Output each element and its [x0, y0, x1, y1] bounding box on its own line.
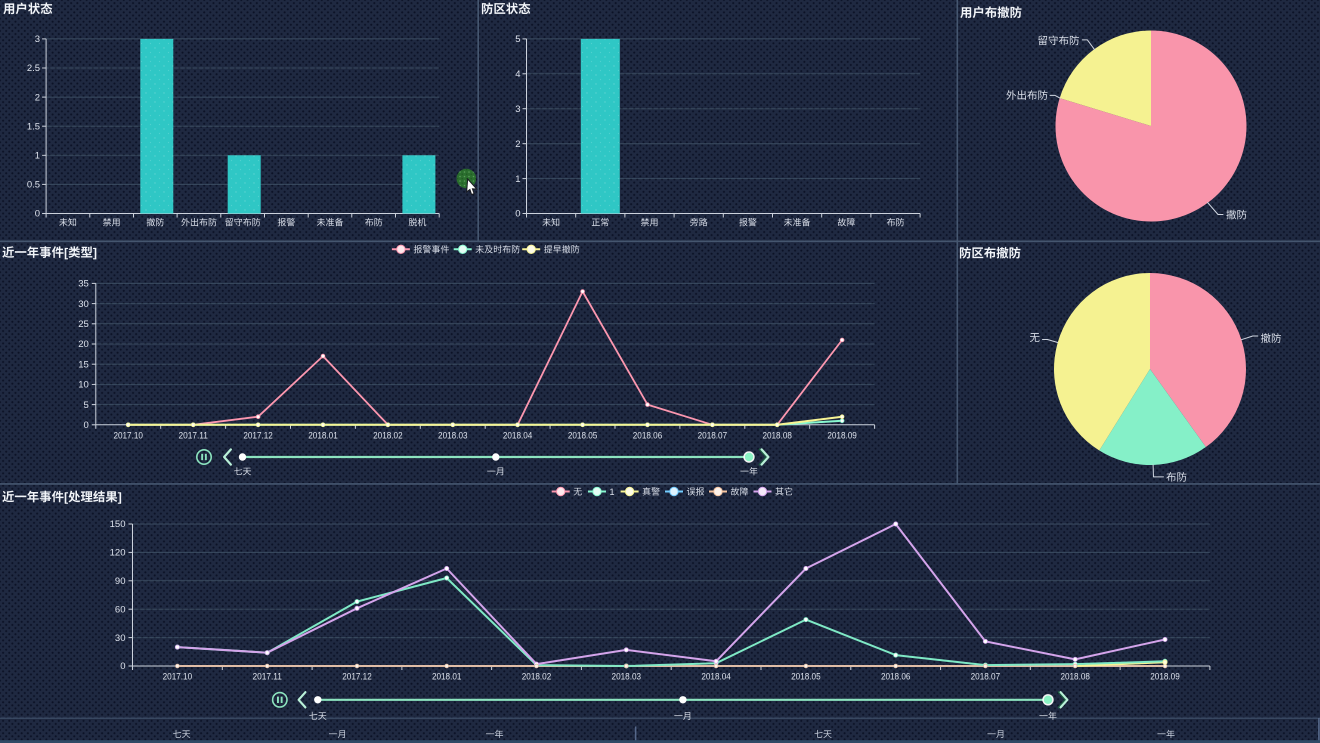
svg-text:2018.01: 2018.01: [308, 431, 338, 442]
svg-text:3: 3: [515, 104, 520, 115]
svg-text:3: 3: [35, 34, 40, 45]
svg-text:2018.04: 2018.04: [701, 672, 731, 683]
svg-text:2018.09: 2018.09: [1150, 672, 1180, 683]
svg-text:2018.05: 2018.05: [568, 431, 598, 442]
svg-text:1: 1: [35, 151, 40, 162]
svg-text:1: 1: [610, 487, 615, 497]
svg-text:0: 0: [120, 661, 125, 672]
svg-text:2018.06: 2018.06: [633, 431, 663, 442]
svg-text:25: 25: [78, 319, 89, 330]
svg-text:2017.11: 2017.11: [178, 431, 208, 442]
svg-text:2: 2: [515, 139, 520, 150]
svg-text:2018.02: 2018.02: [522, 672, 552, 683]
svg-text:2017.10: 2017.10: [163, 672, 193, 683]
svg-text:2018.08: 2018.08: [1060, 672, 1090, 683]
svg-text:15: 15: [78, 359, 89, 370]
svg-text:20: 20: [78, 339, 89, 350]
svg-text:2017.10: 2017.10: [113, 431, 143, 442]
svg-text:2017.11: 2017.11: [252, 672, 282, 683]
svg-text:4: 4: [515, 69, 520, 80]
svg-text:2018.03: 2018.03: [438, 431, 468, 442]
svg-text:30: 30: [115, 633, 126, 644]
svg-text:2018.04: 2018.04: [503, 431, 533, 442]
svg-text:2018.07: 2018.07: [698, 431, 728, 442]
svg-text:35: 35: [78, 279, 89, 290]
svg-text:2018.02: 2018.02: [373, 431, 403, 442]
svg-text:2017.12: 2017.12: [342, 672, 372, 683]
svg-text:0: 0: [35, 209, 40, 220]
svg-text:2018.07: 2018.07: [971, 672, 1001, 683]
svg-text:90: 90: [115, 576, 126, 587]
svg-text:5: 5: [84, 400, 89, 411]
svg-text:120: 120: [110, 548, 126, 559]
svg-text:1.5: 1.5: [27, 121, 40, 132]
svg-text:2.5: 2.5: [27, 63, 40, 74]
svg-text:2018.06: 2018.06: [881, 672, 911, 683]
svg-text:2018.03: 2018.03: [612, 672, 642, 683]
svg-text:2: 2: [35, 92, 40, 103]
svg-text:0: 0: [84, 420, 89, 431]
svg-text:1: 1: [515, 174, 520, 185]
svg-text:10: 10: [78, 380, 89, 391]
svg-text:5: 5: [515, 34, 520, 45]
svg-text:2017.12: 2017.12: [243, 431, 273, 442]
svg-text:150: 150: [110, 519, 126, 530]
svg-text:2018.05: 2018.05: [791, 672, 821, 683]
svg-text:2018.09: 2018.09: [827, 431, 857, 442]
svg-text:60: 60: [115, 604, 126, 615]
svg-text:0.5: 0.5: [27, 180, 40, 191]
svg-text:2018.01: 2018.01: [432, 672, 462, 683]
svg-text:0: 0: [515, 209, 520, 220]
svg-text:2018.08: 2018.08: [762, 431, 792, 442]
svg-text:30: 30: [78, 299, 89, 310]
